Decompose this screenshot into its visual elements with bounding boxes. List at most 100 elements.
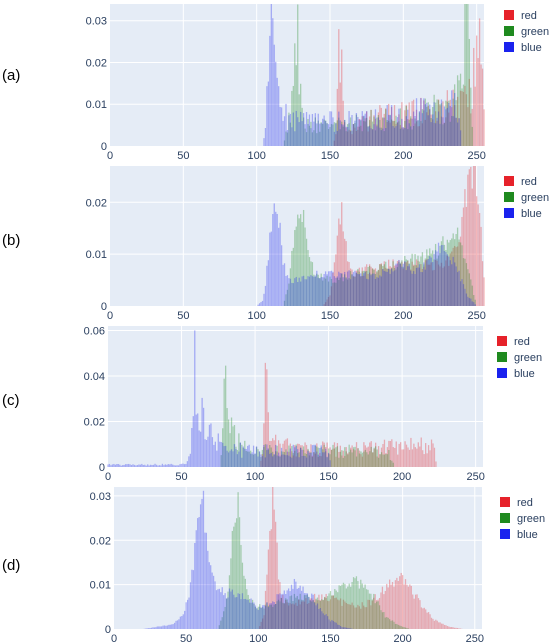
histogram-bar <box>248 451 250 467</box>
histogram-bar <box>355 272 358 306</box>
histogram-bar <box>341 627 343 629</box>
histogram-bar <box>388 268 390 306</box>
histogram-bar <box>299 445 302 467</box>
histogram-bar <box>371 268 374 306</box>
histogram-bar <box>319 123 321 146</box>
histogram-bar <box>374 594 376 629</box>
histogram-bar <box>357 270 359 306</box>
histogram-bar <box>276 445 278 467</box>
histogram-bar <box>385 267 387 306</box>
histogram-bar <box>169 624 171 629</box>
histogram-bar <box>313 593 316 629</box>
histogram-bar <box>319 452 321 467</box>
histogram-bar <box>399 263 402 306</box>
histogram-bar <box>351 452 353 467</box>
histogram-bar <box>467 269 469 306</box>
histogram-bar <box>396 261 399 306</box>
histogram-bar <box>291 446 293 467</box>
histogram-bar <box>467 107 469 146</box>
histogram-bar <box>352 123 355 146</box>
histogram-bar <box>468 169 470 306</box>
histogram-bar <box>380 447 383 467</box>
histogram-bar <box>304 128 306 146</box>
histogram-bar <box>372 452 374 467</box>
histogram-bar <box>443 244 446 306</box>
histogram-bar <box>376 456 378 467</box>
histogram-bar <box>326 596 329 629</box>
histogram-bar <box>430 439 433 467</box>
histogram-bar <box>351 445 353 467</box>
histogram-bar <box>350 628 352 629</box>
histogram-bar <box>330 270 333 306</box>
histogram-bar <box>282 602 284 629</box>
histogram-bar <box>334 589 336 629</box>
histogram-bar <box>390 119 393 146</box>
histogram-bar <box>367 126 369 146</box>
histogram-bar <box>107 464 109 467</box>
histogram-bar <box>410 270 412 306</box>
histogram-bar <box>404 579 407 629</box>
histogram-bar <box>244 448 246 467</box>
histogram-bar <box>132 464 134 467</box>
histogram-bar <box>280 454 283 467</box>
histogram-bar <box>347 603 349 629</box>
histogram-bar <box>312 599 314 629</box>
histogram-bar <box>476 35 478 146</box>
histogram-bar <box>282 594 284 629</box>
x-tick-label: 150 <box>319 471 337 483</box>
histogram-bar <box>358 271 360 306</box>
histogram-bar <box>384 590 386 629</box>
histogram-bar <box>314 117 316 146</box>
histogram-bar <box>313 276 315 306</box>
legend-label-blue: blue <box>521 208 542 220</box>
histogram-bar <box>398 259 400 306</box>
histogram-bar <box>304 455 306 467</box>
histogram-bar <box>335 122 337 146</box>
histogram-bar <box>370 109 372 146</box>
histogram-bar <box>285 275 287 306</box>
histogram-bar <box>388 120 390 146</box>
histogram-bar <box>345 131 347 146</box>
legend-swatch-red <box>504 176 514 186</box>
histogram-bar <box>391 582 394 629</box>
histogram-bar <box>339 598 342 629</box>
histogram-bar <box>364 445 367 467</box>
histogram-bar <box>458 628 460 629</box>
histogram-bar <box>369 442 371 467</box>
histogram-bar <box>347 627 349 629</box>
histogram-bar <box>274 603 277 629</box>
histogram-bar <box>301 276 303 306</box>
histogram-bar <box>379 119 381 146</box>
histogram-bar <box>147 628 150 629</box>
histogram-bar <box>322 441 324 467</box>
histogram-bar <box>144 464 146 467</box>
histogram-bar <box>292 600 294 629</box>
histogram-bar <box>446 254 448 306</box>
histogram-bar <box>275 61 277 146</box>
histogram-bar <box>247 451 249 467</box>
histogram-bar <box>422 608 424 629</box>
histogram-bar <box>376 271 378 306</box>
histogram-bar <box>219 441 221 467</box>
series-green <box>218 492 410 629</box>
histogram-bar <box>300 599 303 629</box>
histogram-bar <box>445 100 447 146</box>
histogram-bar <box>402 129 404 146</box>
histogram-bar <box>289 596 291 629</box>
y-tick-label: 0.04 <box>84 371 105 383</box>
histogram-bar <box>117 463 119 467</box>
histogram-bar <box>341 49 343 147</box>
histogram-bar <box>434 102 437 146</box>
histogram-bar <box>399 124 402 146</box>
histogram-bar <box>296 588 298 629</box>
histogram-bar <box>202 490 205 629</box>
histogram-bar <box>412 99 415 146</box>
histogram-bar <box>254 606 257 629</box>
histogram-bar <box>440 623 443 629</box>
histogram-bar <box>241 562 244 629</box>
histogram-bar <box>313 274 315 306</box>
histogram-bar <box>336 130 338 146</box>
y-tick-label: 0 <box>101 301 107 313</box>
histogram-bar <box>366 111 368 146</box>
histogram-bar <box>149 628 151 629</box>
